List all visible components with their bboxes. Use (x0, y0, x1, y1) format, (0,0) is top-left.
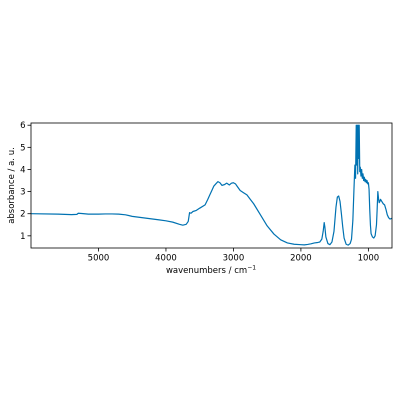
x-tick-label: 3000 (223, 254, 245, 264)
y-tick-label: 2 (20, 210, 25, 220)
x-axis-label: wavenumbers / cm−1 (166, 265, 256, 277)
y-axis-label: absorbance / a. u. (7, 147, 17, 224)
x-axis-ticks: 5000 4000 3000 2000 1000 (88, 248, 380, 264)
y-tick-label: 6 (20, 121, 25, 131)
x-tick-label: 5000 (88, 254, 110, 264)
x-tick-label: 2000 (290, 254, 312, 264)
plot-frame (30, 122, 393, 249)
y-tick-label: 4 (20, 165, 25, 175)
x-axis-label-superscript: −1 (247, 265, 256, 272)
x-tick-label: 1000 (358, 254, 380, 264)
x-tick-label: 4000 (155, 254, 177, 264)
y-tick-label: 1 (20, 232, 25, 242)
plot-background (31, 123, 392, 248)
spectrum-line-0 (31, 124, 392, 246)
y-tick-label: 5 (20, 143, 25, 153)
y-axis-ticks: 1 2 3 4 5 6 (20, 121, 31, 242)
data-layer (31, 124, 392, 246)
y-tick-label: 3 (20, 188, 25, 198)
